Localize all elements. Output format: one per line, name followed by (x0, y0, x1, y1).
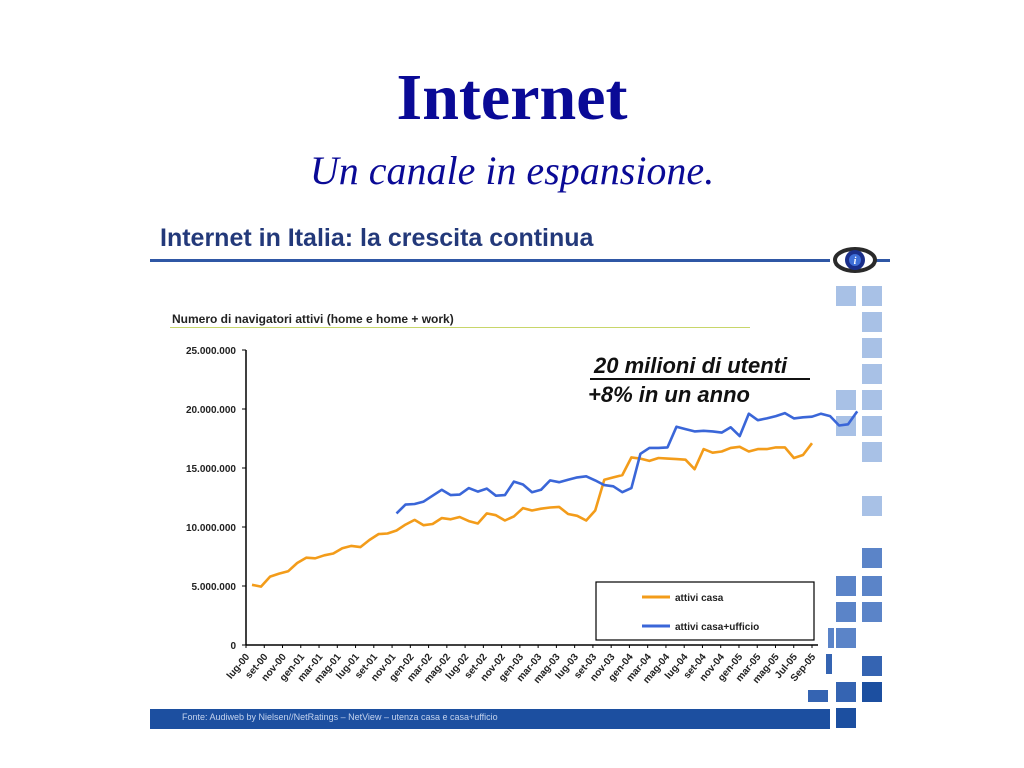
decorative-tile (836, 390, 856, 410)
decorative-tile (862, 496, 882, 516)
legend-box (595, 581, 815, 641)
decorative-tile (862, 364, 882, 384)
y-tick-label: 20.000.000 (186, 405, 236, 416)
decorative-tile (862, 286, 882, 306)
y-tick-label: 0 (230, 641, 236, 652)
y-tick-label: 15.000.000 (186, 464, 236, 475)
legend-label: attivi casa (675, 593, 724, 604)
svg-text:i: i (854, 256, 857, 267)
decorative-tile (862, 656, 882, 676)
decorative-tile (826, 654, 832, 674)
decorative-tile (862, 682, 882, 702)
callout-growth: +8% in un anno (588, 382, 750, 407)
chart-title-rule (170, 327, 750, 328)
slide-subtitle: Un canale in espansione. (309, 148, 715, 193)
decorative-tile (862, 442, 882, 462)
eye-logo-icon: i (833, 247, 877, 273)
decorative-tile (836, 628, 856, 648)
series-line-casa (251, 442, 814, 588)
series-line-casa-ufficio (395, 410, 859, 515)
slide-title: Internet (396, 61, 628, 134)
decorative-tile (808, 690, 828, 702)
source-note: Fonte: Audiweb by Nielsen//NetRatings – … (182, 712, 498, 722)
y-tick-label: 25.000.000 (186, 346, 236, 357)
callout-users: 20 milioni di utenti (594, 353, 788, 378)
panel-title: Internet in Italia: la crescita continua (160, 224, 594, 252)
y-tick-label: 10.000.000 (186, 523, 236, 534)
decorative-tile (836, 682, 856, 702)
panel-rule-right (876, 259, 890, 262)
decorative-tile (862, 548, 882, 568)
legend-label: attivi casa+ufficio (675, 622, 759, 633)
decorative-tile (828, 628, 834, 648)
decorative-tile (862, 312, 882, 332)
decorative-tile (862, 416, 882, 436)
decorative-tile (862, 390, 882, 410)
decorative-tile (862, 576, 882, 596)
panel-rule (150, 259, 830, 262)
y-tick-label: 5.000.000 (192, 582, 237, 593)
decorative-tile (836, 286, 856, 306)
decorative-tile (836, 576, 856, 596)
chart-title: Numero di navigatori attivi (home e home… (172, 312, 454, 326)
callout-underline (590, 378, 810, 380)
footer-bar (150, 709, 830, 729)
decorative-tile (836, 602, 856, 622)
decorative-tile (836, 708, 856, 728)
decorative-tile (862, 338, 882, 358)
decorative-tile (862, 602, 882, 622)
